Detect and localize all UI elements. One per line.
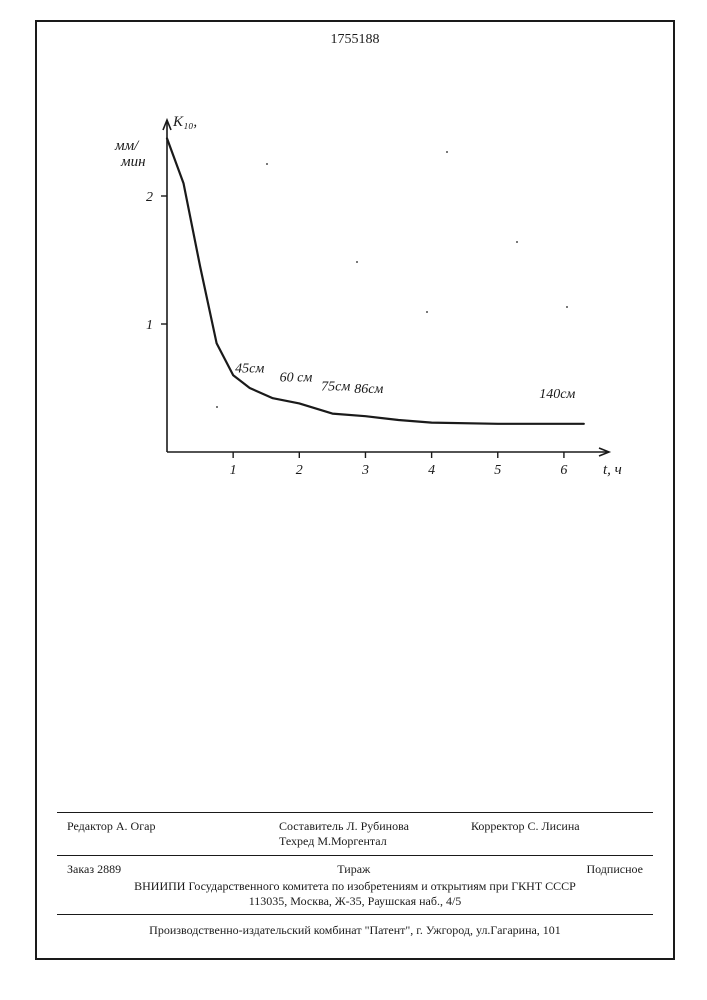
techred-label: Техред (279, 834, 314, 848)
svg-text:75см: 75см (321, 380, 350, 395)
tirage-label: Тираж (337, 862, 370, 877)
corrector-name: С. Лисина (528, 819, 580, 833)
svg-text:t, ч: t, ч (603, 462, 622, 478)
svg-text:86см: 86см (354, 382, 383, 397)
page-frame: 1755188 1 2 1 2 3 4 5 6 K₁₀, мм/мин t, ч 45см 60 см 7… (35, 20, 675, 960)
compiler-techred: Составитель Л. Рубинова Техред М.Моргент… (239, 819, 451, 849)
order-label: Заказ (67, 862, 94, 876)
svg-text:2: 2 (146, 190, 153, 205)
svg-text:2: 2 (296, 463, 303, 478)
publisher-line: Производственно-издательский комбинат "П… (57, 919, 653, 938)
order-row: Заказ 2889 Тираж Подписное (57, 860, 653, 879)
subscription-label: Подписное (586, 862, 643, 877)
svg-text:6: 6 (560, 463, 567, 478)
svg-text:140см: 140см (539, 387, 575, 402)
svg-text:1: 1 (230, 463, 237, 478)
corrector: Корректор С. Лисина (451, 819, 643, 849)
order-num: 2889 (97, 862, 121, 876)
svg-text:60 см: 60 см (280, 371, 313, 386)
footer: Редактор А. Огар Составитель Л. Рубинова… (57, 808, 653, 938)
svg-text:5: 5 (494, 463, 501, 478)
techred-name: М.Моргентал (317, 834, 386, 848)
svg-text:3: 3 (361, 463, 369, 478)
credits-row: Редактор А. Огар Составитель Л. Рубинова… (57, 817, 653, 851)
svg-text:мин: мин (120, 154, 146, 170)
svg-text:K₁₀,: K₁₀, (172, 114, 197, 130)
editor: Редактор А. Огар (67, 819, 239, 849)
institution-line-1: ВНИИПИ Государственного комитета по изоб… (57, 879, 653, 895)
institution-line-2: 113035, Москва, Ж-35, Раушская наб., 4/5 (57, 894, 653, 910)
compiler-name: Л. Рубинова (346, 819, 408, 833)
corrector-label: Корректор (471, 819, 525, 833)
svg-text:1: 1 (146, 318, 153, 333)
editor-name: А. Огар (116, 819, 156, 833)
chart: 12123456K₁₀,мм/минt, ч45см60 см75см86см1… (97, 102, 617, 502)
svg-text:45см: 45см (235, 362, 264, 377)
editor-label: Редактор (67, 819, 113, 833)
svg-text:мм/: мм/ (114, 138, 140, 154)
document-number: 1755188 (37, 32, 673, 48)
compiler-label: Составитель (279, 819, 343, 833)
svg-text:4: 4 (428, 463, 435, 478)
